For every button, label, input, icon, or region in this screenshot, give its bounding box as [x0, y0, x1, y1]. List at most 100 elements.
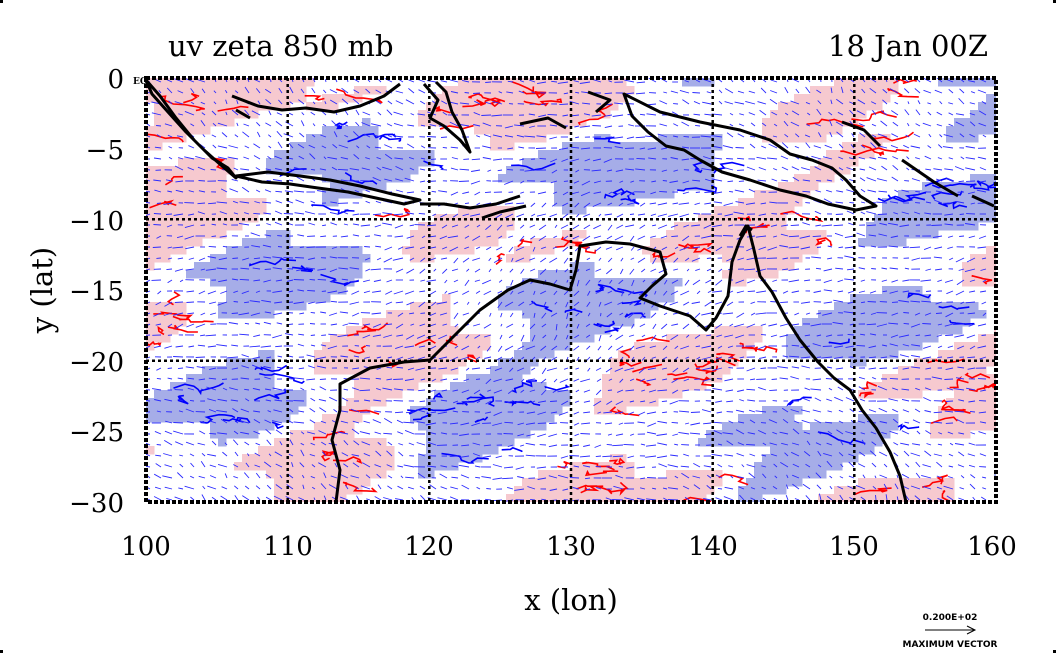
wind-vector	[807, 112, 811, 116]
vorticity-cell	[650, 398, 659, 407]
wind-vector	[146, 334, 151, 336]
wind-vector	[922, 323, 932, 325]
vorticity-cell	[786, 414, 795, 423]
wind-vector	[522, 312, 525, 316]
vorticity-cell	[706, 246, 715, 255]
vorticity-cell	[882, 310, 891, 319]
vorticity-cell	[874, 94, 883, 103]
contour-line	[467, 354, 478, 363]
vorticity-cell	[730, 238, 739, 247]
vorticity-cell	[402, 310, 411, 319]
wind-vector	[717, 345, 723, 349]
wind-vector	[889, 88, 899, 94]
wind-vector	[328, 333, 338, 336]
wind-vector	[637, 257, 646, 263]
wind-vector	[639, 202, 646, 207]
vorticity-cell	[450, 358, 459, 367]
contour-line	[603, 188, 635, 199]
wind-vector	[474, 334, 481, 339]
vorticity-cell	[546, 478, 555, 487]
vorticity-cell	[218, 182, 227, 191]
wind-vector	[936, 123, 943, 127]
contour-line	[159, 95, 205, 112]
vorticity-cell	[314, 166, 323, 175]
wind-vector	[382, 222, 393, 226]
vorticity-cell	[322, 462, 331, 471]
vorticity-cell	[170, 326, 179, 335]
vorticity-cell	[202, 86, 211, 95]
vorticity-cell	[354, 398, 363, 407]
vorticity-cell	[266, 86, 275, 95]
vorticity-cell	[754, 190, 763, 199]
wind-vector	[320, 235, 327, 238]
wind-vector	[321, 145, 327, 149]
wind-vector	[225, 89, 228, 94]
vorticity-cell	[738, 430, 747, 439]
wind-vector	[607, 202, 613, 206]
vorticity-cell	[802, 446, 811, 455]
wind-vector	[464, 224, 470, 228]
wind-vector	[911, 178, 921, 182]
vorticity-cell	[882, 206, 891, 215]
vorticity-cell	[738, 414, 747, 423]
vorticity-cell	[258, 278, 267, 287]
vorticity-cell	[226, 366, 235, 375]
vorticity-cell	[298, 158, 307, 167]
wind-vector	[153, 179, 162, 182]
wind-vector	[707, 290, 712, 293]
vorticity-cell	[386, 318, 395, 327]
vorticity-cell	[146, 198, 155, 207]
wind-vector	[167, 190, 173, 193]
vorticity-cell	[314, 358, 323, 367]
vorticity-cell	[994, 110, 996, 119]
vorticity-cell	[610, 278, 619, 287]
wind-vector	[597, 323, 602, 327]
vorticity-cell	[194, 230, 203, 239]
wind-vector	[598, 301, 602, 307]
vorticity-cell	[578, 198, 587, 207]
vorticity-cell	[738, 262, 747, 271]
vorticity-cell	[578, 278, 587, 287]
wind-vector	[485, 224, 492, 231]
vorticity-cell	[170, 414, 179, 423]
vorticity-cell	[962, 414, 971, 423]
wind-vector	[779, 245, 789, 248]
wind-vector	[217, 301, 228, 306]
vorticity-cell	[986, 398, 995, 407]
vorticity-cell	[466, 78, 475, 87]
vorticity-cell	[170, 182, 179, 191]
wind-vector	[471, 158, 481, 161]
wind-vector	[881, 267, 888, 270]
vorticity-cell	[906, 302, 915, 311]
vorticity-cell	[978, 262, 987, 271]
wind-vector	[470, 213, 481, 217]
wind-vector	[293, 190, 305, 193]
vorticity-cell	[594, 318, 603, 327]
vorticity-cell	[258, 294, 267, 303]
vorticity-cell	[970, 110, 979, 119]
wind-vector	[879, 145, 888, 149]
vorticity-cell	[610, 166, 619, 175]
wind-vector	[207, 345, 217, 348]
wind-vector	[212, 144, 217, 149]
vorticity-cell	[682, 230, 691, 239]
vorticity-cell	[530, 406, 539, 415]
vorticity-cell	[906, 286, 915, 295]
wind-vector	[894, 189, 899, 193]
vorticity-cell	[914, 334, 923, 343]
vorticity-cell	[362, 382, 371, 391]
vorticity-cell	[770, 406, 779, 415]
wind-vector	[620, 356, 624, 360]
vorticity-cell	[770, 422, 779, 431]
contour-line	[522, 90, 547, 99]
vorticity-cell	[210, 174, 219, 183]
wind-vector	[198, 190, 206, 193]
wind-vector	[914, 211, 921, 215]
wind-vector	[288, 142, 294, 149]
vorticity-cell	[618, 310, 627, 319]
wind-vector	[461, 345, 470, 351]
vorticity-cell	[434, 454, 443, 463]
wind-vector	[583, 113, 591, 116]
contour-line	[468, 93, 502, 108]
wind-vector	[462, 257, 470, 263]
